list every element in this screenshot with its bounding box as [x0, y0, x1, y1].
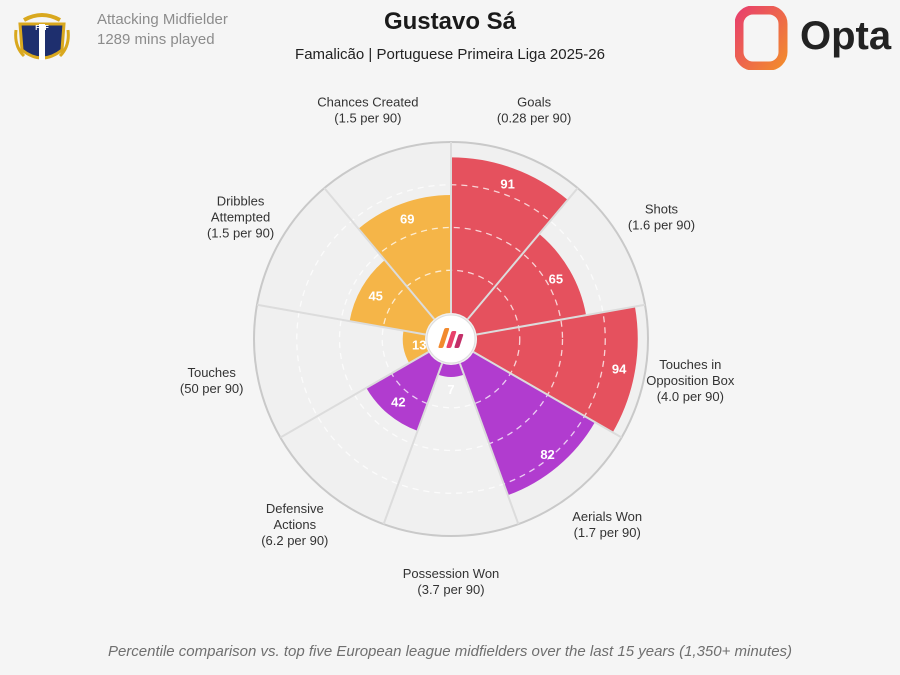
grid-spoke [473, 351, 623, 439]
page-title: Gustavo Sá [383, 8, 517, 35]
bar-dribbles-attempted [349, 260, 435, 335]
center-logo-mark [438, 328, 464, 348]
category-label-line: (50 per 90) [180, 381, 244, 396]
category-label-line: Opposition Box [646, 373, 735, 388]
value-label: 91 [500, 176, 514, 191]
value-label: 42 [391, 395, 405, 410]
center-logo-bar [438, 328, 450, 348]
category-label-line: Possession Won [403, 566, 500, 581]
value-label: 13 [412, 338, 426, 353]
category-label: Defensive Actions (6.2 per 90) [261, 501, 328, 548]
page-subtitle: Famalicão | Portuguese Primeira Liga 202… [295, 46, 605, 63]
grid-spoke [458, 363, 520, 525]
value-label: 45 [368, 289, 382, 304]
grid-spoke [279, 351, 429, 439]
category-label-line: (4.0 per 90) [657, 389, 724, 404]
category-label-line: (1.7 per 90) [574, 525, 641, 540]
brand-name: Opta [800, 14, 892, 58]
category-label-line: (1.5 per 90) [334, 111, 401, 126]
bar-possession-won [438, 363, 464, 377]
category-label-line: Attempted [211, 210, 270, 225]
grid-spoke [382, 363, 444, 525]
category-label-line: (6.2 per 90) [261, 533, 328, 548]
category-label-line: Goals [517, 95, 551, 110]
center-logo-bar [454, 334, 464, 348]
bar-aerials-won [459, 352, 595, 496]
value-label: 82 [540, 447, 554, 462]
category-label-line: Touches in [659, 357, 721, 372]
category-label-line: (1.6 per 90) [628, 218, 695, 233]
bar-touches-in-opposition-box [473, 306, 638, 433]
grid-spoke [476, 303, 646, 336]
category-label: Shots (1.6 per 90) [628, 202, 695, 233]
category-label: Possession Won (3.7 per 90) [403, 566, 500, 597]
category-label: Touches (50 per 90) [180, 365, 244, 396]
category-label-line: Chances Created [317, 95, 418, 110]
category-label-line: Shots [645, 202, 679, 217]
category-label: Touches in Opposition Box (4.0 per 90) [646, 357, 735, 404]
grid-ring [338, 226, 564, 452]
bar-goals [451, 157, 568, 320]
category-label-line: Touches [187, 365, 236, 380]
footnote: Percentile comparison vs. top five Europ… [107, 643, 793, 660]
club-badge-icon: FCF [14, 13, 70, 60]
value-label: 94 [612, 362, 627, 377]
category-label-line: (1.5 per 90) [207, 226, 274, 241]
category-label: Dribbles Attempted (1.5 per 90) [207, 194, 274, 241]
category-label-line: Aerials Won [572, 509, 642, 524]
player-position: Attacking Midfielder [97, 11, 228, 28]
category-label: Goals (0.28 per 90) [497, 95, 571, 126]
category-label: Aerials Won (1.7 per 90) [572, 509, 642, 540]
svg-text:FCF: FCF [35, 25, 49, 32]
category-label-line: (3.7 per 90) [417, 582, 484, 597]
category-label-line: Actions [273, 517, 316, 532]
player-minutes: 1289 mins played [97, 31, 215, 48]
grid-spoke [466, 187, 579, 320]
value-label: 65 [549, 271, 563, 286]
bar-defensive-actions [366, 352, 443, 431]
center-logo-bar [446, 331, 457, 348]
grid-spoke [256, 303, 426, 336]
category-label-line: Dribbles [217, 194, 265, 209]
bar-shots [467, 233, 587, 335]
player-meta: Attacking Midfielder 1289 mins played [97, 10, 228, 50]
grid-spoke [323, 187, 436, 320]
value-label: 7 [447, 382, 454, 397]
opta-logo-icon [735, 6, 788, 70]
bar-chances-created [358, 195, 451, 320]
category-label-line: Defensive [266, 501, 324, 516]
category-label-line: (0.28 per 90) [497, 111, 571, 126]
category-label: Chances Created (1.5 per 90) [317, 95, 418, 126]
value-label: 69 [400, 212, 414, 227]
